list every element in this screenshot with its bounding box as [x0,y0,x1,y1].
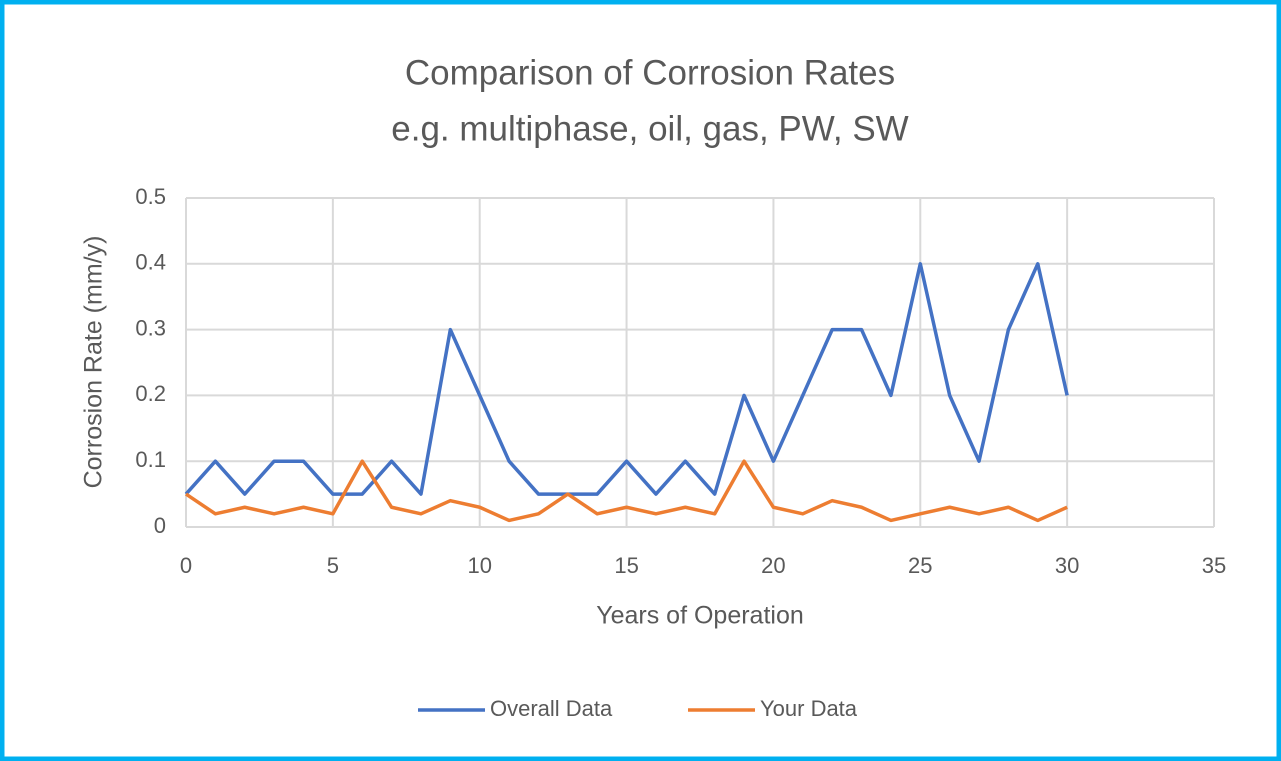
series-line [184,262,1069,496]
x-tick-label: 20 [761,553,785,578]
series-line [185,459,1068,523]
x-tick-label: 25 [908,553,932,578]
x-tick-label: 30 [1055,553,1079,578]
y-axis-title: Corrosion Rate (mm/y) [80,236,108,489]
y-tick-label: 0.1 [135,447,166,472]
x-tick-label: 10 [467,553,491,578]
y-tick-label: 0.2 [135,381,166,406]
legend-label: Your Data [760,696,858,721]
x-tick-label: 5 [327,553,339,578]
legend-label: Overall Data [490,696,613,721]
chart-subtitle: e.g. multiphase, oil, gas, PW, SW [391,109,908,148]
y-tick-label: 0 [154,513,166,538]
chart-title: Comparison of Corrosion Rates [405,53,895,92]
y-tick-label: 0.4 [135,250,166,275]
y-tick-label: 0.3 [135,315,166,340]
x-tick-label: 35 [1202,553,1226,578]
x-axis-title: Years of Operation [596,602,804,630]
y-tick-label: 0.5 [135,184,166,209]
x-tick-label: 0 [180,553,192,578]
x-tick-label: 15 [614,553,638,578]
